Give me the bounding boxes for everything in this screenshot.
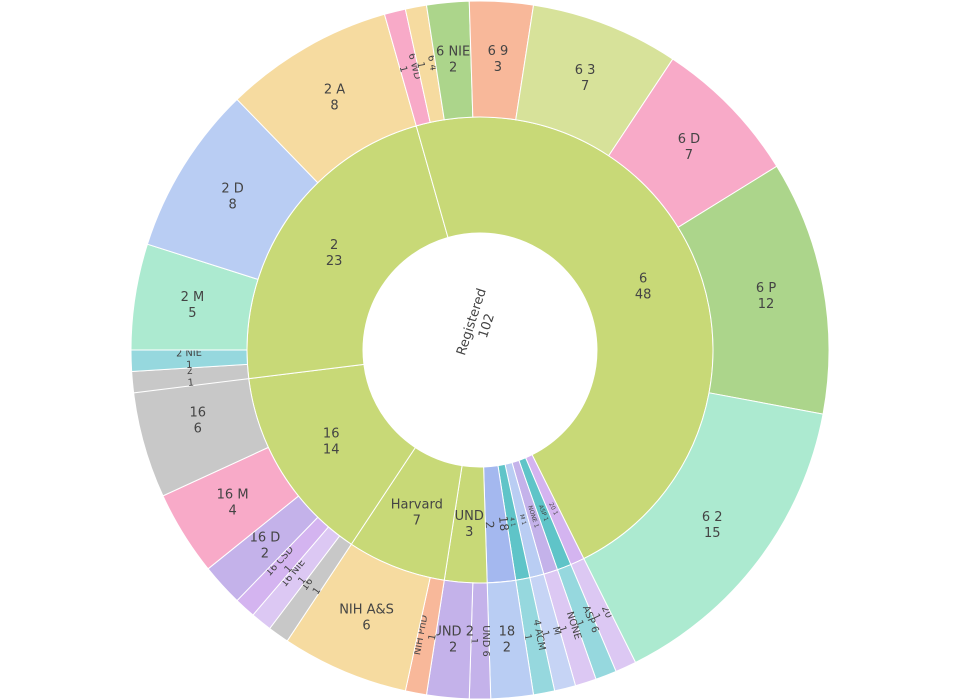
label-6-2-value: 15 bbox=[704, 526, 721, 541]
label-m-value: 1 bbox=[539, 629, 551, 638]
label-16-m-value: 4 bbox=[228, 504, 236, 519]
label-6-d: 6 D bbox=[678, 132, 700, 147]
label-20: 20 1 bbox=[547, 502, 558, 517]
label-und-6-value: 1 bbox=[468, 638, 479, 644]
label-16: 16 bbox=[190, 405, 207, 420]
label-16-m: 16 M bbox=[217, 488, 249, 503]
label-harvard-value: 7 bbox=[413, 514, 421, 529]
label-registered-value: 102 bbox=[476, 312, 498, 340]
label-6-p-value: 12 bbox=[758, 297, 775, 312]
label-18: 18 bbox=[496, 515, 511, 531]
label-nih-aands-value: 6 bbox=[362, 618, 370, 633]
label-2-m: 2 M bbox=[181, 290, 205, 305]
label-und-6: UND 6 bbox=[480, 625, 491, 657]
label-6-nie: 6 NIE bbox=[436, 45, 470, 60]
label-16-d: 16 D bbox=[250, 531, 281, 546]
label-16-value: 14 bbox=[323, 443, 340, 458]
label-6-9-value: 3 bbox=[494, 60, 502, 75]
label-6-3-value: 7 bbox=[581, 79, 589, 94]
label-18: 18 bbox=[499, 624, 516, 639]
label-4: 4 1 bbox=[508, 517, 516, 528]
label-2: 2 bbox=[186, 366, 193, 378]
label-6-d-value: 7 bbox=[685, 148, 693, 163]
label-2-m-value: 5 bbox=[188, 306, 196, 321]
label-20-value: 1 bbox=[589, 612, 602, 622]
label-6: 6 bbox=[639, 271, 647, 286]
label-2-value: 23 bbox=[326, 254, 343, 269]
label-nih-phd-value: 1 bbox=[427, 633, 439, 641]
label-und-2: UND 2 bbox=[432, 624, 474, 639]
label-m: M bbox=[550, 625, 563, 636]
label-18-value: 2 bbox=[482, 520, 497, 529]
label-18-value: 2 bbox=[503, 640, 511, 655]
label-16-nie-value: 1 bbox=[296, 575, 308, 587]
label-6-2: 6 2 bbox=[702, 510, 723, 525]
label-6-value: 48 bbox=[635, 287, 652, 302]
label-6-3: 6 3 bbox=[575, 63, 596, 78]
label-und-value: 3 bbox=[465, 525, 473, 540]
label-16: 16 bbox=[323, 427, 340, 442]
label-2-value: 1 bbox=[187, 377, 194, 389]
label-2-nie-value: 1 bbox=[186, 360, 193, 371]
label-4-acm-value: 1 bbox=[521, 633, 533, 641]
slice-registered[interactable] bbox=[362, 232, 598, 468]
label-6-nie-value: 2 bbox=[449, 61, 457, 76]
label-6-wd-value: 1 bbox=[397, 65, 409, 74]
label-m: M 1 bbox=[518, 514, 526, 526]
label-6-4-value: 1 bbox=[414, 61, 426, 69]
slice-6-2[interactable] bbox=[583, 392, 824, 664]
label-2-nie: 2 NIE bbox=[176, 348, 202, 360]
label-6-9: 6 9 bbox=[488, 44, 509, 59]
label-2-a-value: 8 bbox=[330, 98, 338, 113]
label-und-2-value: 2 bbox=[449, 640, 457, 655]
label-16-value: 1 bbox=[311, 585, 324, 596]
label-asp-6-value: 1 bbox=[573, 619, 586, 629]
label-none-value: 1 bbox=[556, 625, 568, 634]
label-2-d-value: 8 bbox=[228, 197, 236, 212]
label-asp: ASP 1 bbox=[537, 504, 549, 522]
label-und: UND bbox=[455, 509, 484, 524]
label-16-d-value: 2 bbox=[261, 547, 269, 562]
label-harvard: Harvard bbox=[391, 498, 443, 513]
label-2-a: 2 A bbox=[324, 82, 345, 97]
label-16-value: 6 bbox=[194, 421, 202, 436]
label-nih-aands: NIH A&S bbox=[339, 602, 394, 617]
label-2-d: 2 D bbox=[221, 181, 243, 196]
label-6-p: 6 P bbox=[756, 281, 776, 296]
label-2: 2 bbox=[330, 238, 338, 253]
